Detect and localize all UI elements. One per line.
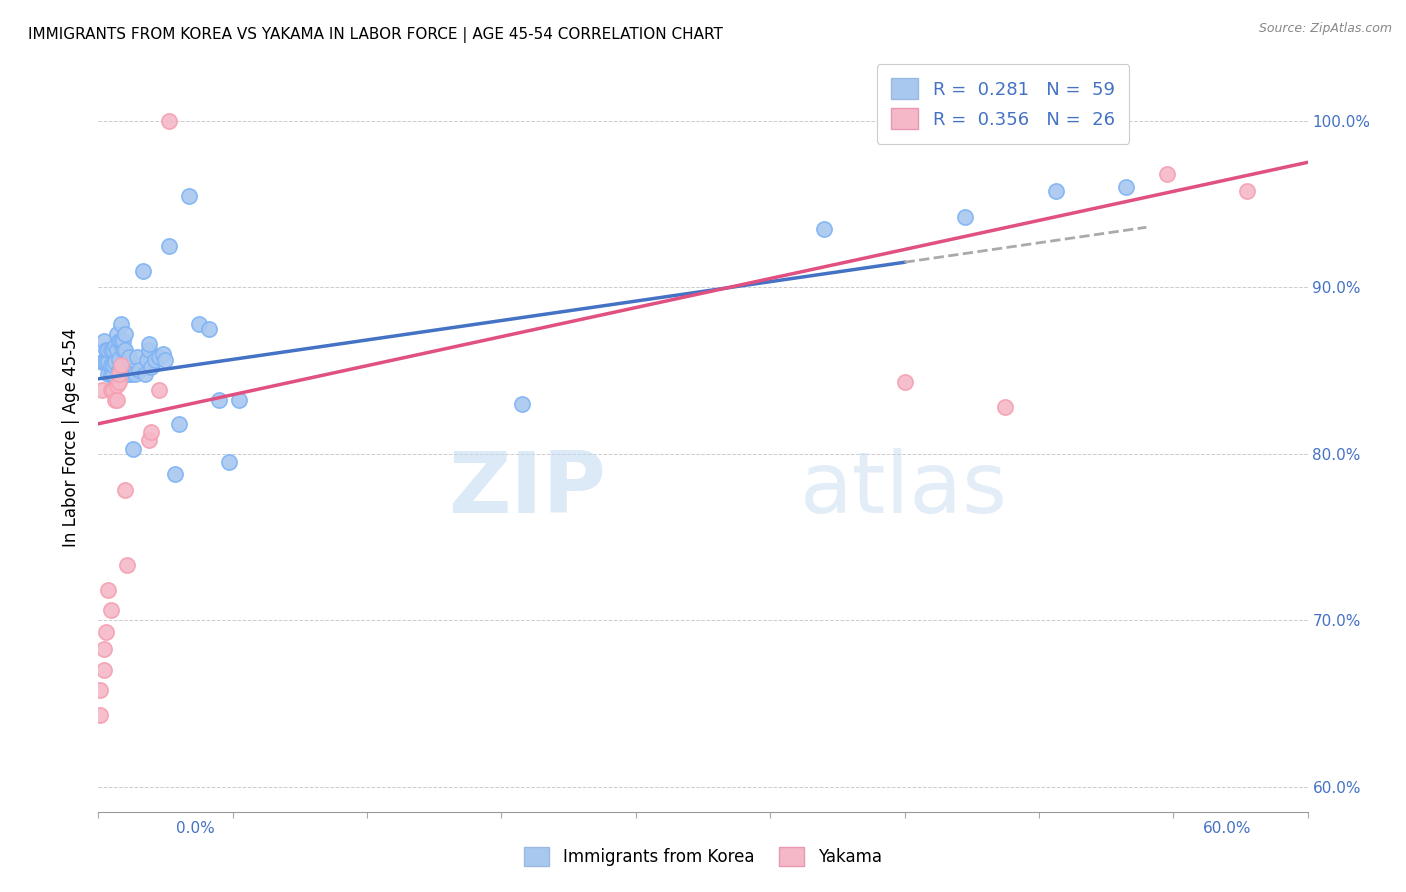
Point [110, 334, 132, 348]
Point [101, 359, 124, 373]
Point [91, 355, 114, 369]
Point [97, 343, 120, 358]
Point [893, 375, 915, 389]
Point [135, 353, 157, 368]
Point [103, 355, 125, 369]
Point [1115, 180, 1137, 194]
Point [100, 359, 122, 373]
Point [139, 360, 162, 375]
Point [96, 624, 118, 639]
Point [115, 367, 138, 381]
Point [120, 367, 142, 381]
Point [124, 367, 146, 381]
Point [139, 425, 162, 439]
Text: IMMIGRANTS FROM KOREA VS YAKAMA IN LABOR FORCE | AGE 45-54 CORRELATION CHART: IMMIGRANTS FROM KOREA VS YAKAMA IN LABOR… [28, 27, 723, 43]
Point [105, 326, 128, 341]
Point [101, 367, 124, 381]
Point [138, 343, 160, 358]
Point [115, 558, 138, 573]
Point [994, 400, 1017, 414]
Point [89, 683, 111, 698]
Point [114, 326, 136, 341]
Point [96, 355, 118, 369]
Point [148, 384, 170, 398]
Point [218, 455, 240, 469]
Text: Source: ZipAtlas.com: Source: ZipAtlas.com [1258, 22, 1392, 36]
Point [153, 353, 176, 368]
Point [138, 336, 160, 351]
Point [157, 238, 180, 252]
Point [107, 375, 129, 389]
Text: ZIP: ZIP [449, 448, 606, 531]
Point [101, 384, 124, 398]
Point [93, 334, 115, 348]
Point [100, 367, 122, 381]
Point [157, 113, 180, 128]
Point [143, 353, 166, 368]
Point [114, 343, 136, 358]
Point [111, 334, 134, 348]
Point [1156, 167, 1178, 181]
Point [97, 583, 120, 598]
Point [148, 350, 170, 364]
Point [89, 708, 111, 723]
Point [510, 397, 533, 411]
Point [179, 188, 201, 202]
Text: 60.0%: 60.0% [1204, 821, 1251, 836]
Legend: Immigrants from Korea, Yakama: Immigrants from Korea, Yakama [516, 838, 890, 875]
Point [208, 393, 231, 408]
Point [105, 378, 128, 392]
Point [107, 334, 129, 348]
Point [114, 483, 136, 498]
Point [953, 211, 976, 225]
Point [125, 350, 148, 364]
Point [93, 663, 115, 677]
Point [228, 393, 250, 408]
Point [1045, 184, 1067, 198]
Point [110, 317, 132, 331]
Point [105, 393, 128, 408]
Point [93, 641, 115, 656]
Point [107, 351, 129, 366]
Point [111, 343, 134, 358]
Point [198, 322, 221, 336]
Point [103, 338, 125, 352]
Point [163, 467, 186, 481]
Point [93, 355, 115, 369]
Point [96, 343, 118, 358]
Point [105, 343, 128, 358]
Text: 0.0%: 0.0% [176, 821, 215, 836]
Point [100, 384, 122, 398]
Point [101, 343, 124, 358]
Point [107, 363, 129, 377]
Point [813, 222, 835, 236]
Point [103, 393, 125, 408]
Point [128, 363, 150, 377]
Point [100, 343, 122, 358]
Text: atlas: atlas [800, 448, 1008, 531]
Point [132, 263, 155, 277]
Point [1236, 184, 1258, 198]
Point [134, 367, 156, 381]
Point [97, 355, 120, 369]
Point [118, 367, 141, 381]
Point [97, 367, 120, 381]
Point [100, 603, 122, 617]
Point [188, 317, 211, 331]
Point [107, 367, 129, 381]
Point [110, 359, 132, 373]
Point [138, 434, 160, 448]
Point [152, 347, 174, 361]
Point [167, 417, 190, 431]
Point [118, 350, 141, 364]
Y-axis label: In Labor Force | Age 45-54: In Labor Force | Age 45-54 [62, 327, 80, 547]
Point [91, 384, 114, 398]
Legend: R =  0.281   N =  59, R =  0.356   N =  26: R = 0.281 N = 59, R = 0.356 N = 26 [877, 64, 1129, 144]
Point [121, 442, 143, 456]
